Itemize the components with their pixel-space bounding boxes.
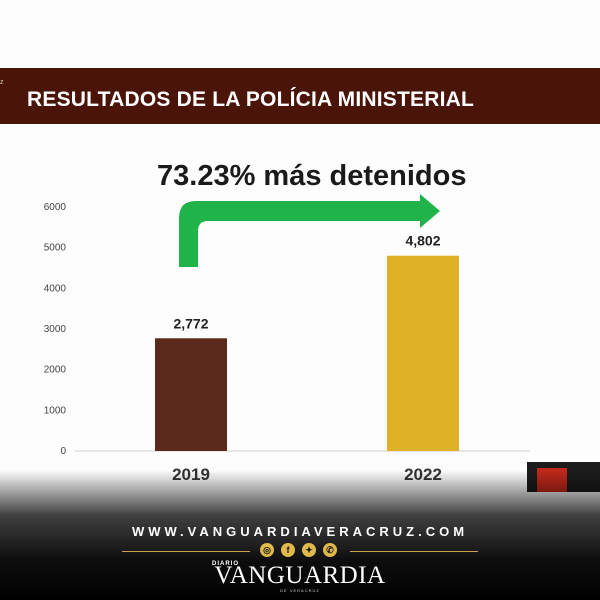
footer-divider-left (122, 551, 250, 552)
header-logo-fragment: z (0, 79, 4, 86)
headline: 73.23% más detenidos (157, 160, 467, 192)
y-tick-label: 2000 (44, 365, 67, 376)
page-title: RESULTADOS DE LA POLÍCIA MINISTERIAL (27, 88, 475, 111)
data-label-2019: 2,772 (173, 315, 208, 331)
brand-subtitle: DE VERACRUZ (280, 588, 320, 593)
y-tick-label: 6000 (44, 202, 67, 213)
y-tick-label: 0 (60, 446, 66, 457)
footer-divider-right (350, 551, 478, 552)
facebook-icon[interactable]: f (281, 543, 295, 557)
y-tick-label: 1000 (44, 405, 67, 416)
y-tick-label: 3000 (44, 324, 67, 335)
bar-2022 (387, 255, 459, 451)
bar-chart: 0 1000 2000 3000 4000 5000 6000 2,77220194,802… (44, 194, 530, 484)
growth-arrow (179, 194, 440, 267)
bar-2019 (155, 338, 227, 451)
whatsapp-icon[interactable]: ✆ (323, 543, 337, 557)
y-tick-label: 4000 (44, 283, 67, 294)
twitter-icon[interactable]: ✦ (302, 543, 316, 557)
header-bar (0, 68, 600, 124)
bars: 2,77220194,8022022 (155, 233, 459, 484)
website-url[interactable]: WWW.VANGUARDIAVERACRUZ.COM (131, 524, 469, 539)
y-axis: 0 1000 2000 3000 4000 5000 6000 (44, 202, 67, 457)
brand-logo: VANGUARDIA (214, 562, 386, 589)
y-tick-label: 5000 (44, 243, 67, 254)
data-label-2022: 4,802 (405, 233, 440, 249)
instagram-icon[interactable]: ◎ (260, 543, 274, 557)
brand-prefix: DIARIO (212, 561, 239, 567)
footer-gradient (0, 470, 600, 600)
